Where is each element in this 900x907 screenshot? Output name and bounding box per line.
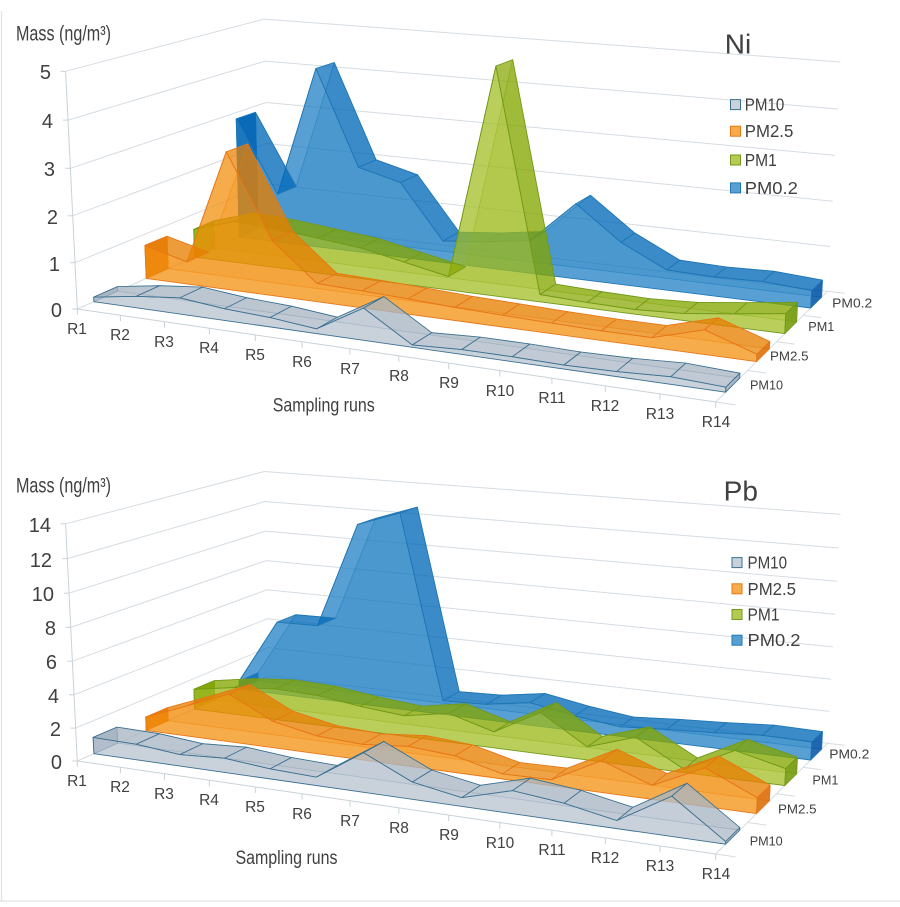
svg-text:R14: R14 <box>702 414 731 431</box>
svg-text:PM10: PM10 <box>750 378 783 393</box>
svg-text:0: 0 <box>51 300 62 322</box>
svg-text:PM0.2: PM0.2 <box>829 747 869 762</box>
svg-text:R9: R9 <box>439 827 459 844</box>
svg-text:PM2.5: PM2.5 <box>770 349 809 364</box>
svg-text:PM10: PM10 <box>748 553 788 573</box>
svg-text:R10: R10 <box>486 835 515 852</box>
svg-text:2: 2 <box>47 207 58 229</box>
svg-text:5: 5 <box>40 62 51 84</box>
svg-text:R10: R10 <box>486 383 515 400</box>
svg-text:R2: R2 <box>110 779 130 796</box>
svg-text:12: 12 <box>30 550 52 572</box>
svg-text:R8: R8 <box>389 368 409 385</box>
svg-text:PM10: PM10 <box>745 95 785 115</box>
svg-text:R1: R1 <box>67 321 87 338</box>
svg-text:Sampling runs: Sampling runs <box>273 396 375 417</box>
svg-text:4: 4 <box>48 686 59 708</box>
svg-text:R11: R11 <box>538 390 565 407</box>
svg-text:R4: R4 <box>199 792 219 809</box>
svg-text:R8: R8 <box>389 820 409 837</box>
svg-text:10: 10 <box>32 584 54 606</box>
svg-text:R5: R5 <box>245 347 265 364</box>
svg-text:PM0.2: PM0.2 <box>748 630 801 650</box>
svg-text:Sampling runs: Sampling runs <box>236 848 338 869</box>
svg-text:Pb: Pb <box>724 476 758 507</box>
svg-text:R12: R12 <box>591 850 619 867</box>
svg-text:R5: R5 <box>245 799 265 816</box>
svg-text:R3: R3 <box>154 334 174 351</box>
svg-text:PM0.2: PM0.2 <box>832 296 872 311</box>
svg-text:R3: R3 <box>154 786 174 803</box>
svg-text:8: 8 <box>45 618 56 640</box>
svg-text:R13: R13 <box>646 406 674 423</box>
svg-text:PM1: PM1 <box>808 319 834 334</box>
svg-text:PM1: PM1 <box>748 605 780 625</box>
svg-text:6: 6 <box>46 652 57 674</box>
svg-text:3: 3 <box>44 159 55 181</box>
svg-text:4: 4 <box>42 111 53 133</box>
svg-text:R12: R12 <box>591 398 619 415</box>
svg-text:PM1: PM1 <box>812 772 838 787</box>
svg-text:R7: R7 <box>340 813 360 830</box>
svg-text:R11: R11 <box>538 842 565 859</box>
svg-text:PM10: PM10 <box>750 834 783 849</box>
svg-text:PM2.5: PM2.5 <box>745 121 794 141</box>
svg-text:R6: R6 <box>292 806 312 823</box>
svg-text:R7: R7 <box>340 361 360 378</box>
svg-text:1: 1 <box>49 254 60 276</box>
svg-text:Ni: Ni <box>725 28 751 59</box>
svg-text:PM2.5: PM2.5 <box>778 801 817 816</box>
svg-text:R13: R13 <box>646 858 674 875</box>
svg-text:2: 2 <box>50 719 61 741</box>
svg-text:R6: R6 <box>292 354 312 371</box>
svg-text:R9: R9 <box>439 375 459 392</box>
svg-text:R4: R4 <box>199 340 219 357</box>
svg-text:0: 0 <box>51 752 62 774</box>
svg-text:R1: R1 <box>67 773 87 790</box>
svg-text:PM2.5: PM2.5 <box>748 579 797 599</box>
svg-text:Mass (ng/m³): Mass (ng/m³) <box>16 475 111 498</box>
svg-text:PM1: PM1 <box>745 150 777 170</box>
svg-text:PM0.2: PM0.2 <box>745 178 798 198</box>
svg-text:R2: R2 <box>110 327 130 344</box>
svg-text:14: 14 <box>29 515 51 537</box>
svg-text:R14: R14 <box>702 866 731 883</box>
svg-text:Mass (ng/m³): Mass (ng/m³) <box>16 23 111 46</box>
